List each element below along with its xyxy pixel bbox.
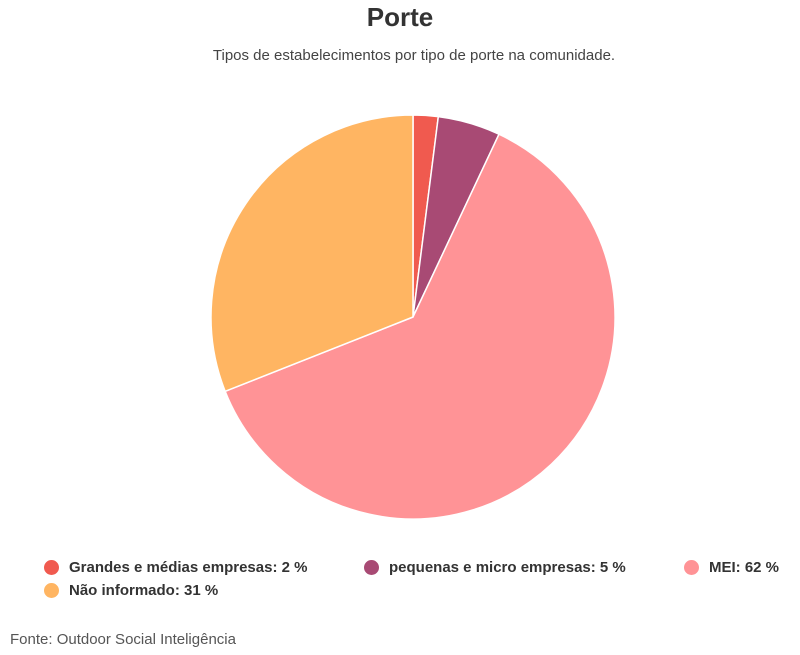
legend-item-pequenas-micro[interactable]: pequenas e micro empresas: 5 % — [364, 559, 626, 576]
legend-item-nao-informado[interactable]: Não informado: 31 % — [44, 582, 218, 599]
pie-slice-mei[interactable] — [224, 133, 616, 520]
legend-swatch — [684, 560, 699, 575]
legend-swatch — [364, 560, 379, 575]
pie-chart — [210, 114, 616, 520]
legend-label: Não informado: 31 % — [69, 582, 219, 599]
legend-item-grandes-medias[interactable]: Grandes e médias empresas: 2 % — [44, 559, 307, 576]
source-note: Fonte: Outdoor Social Inteligência — [10, 631, 236, 648]
chart-title: Porte — [366, 2, 434, 32]
legend-label: pequenas e micro empresas: 5 % — [389, 559, 626, 576]
pie-slice-nao-informado[interactable] — [210, 114, 414, 393]
legend-label: MEI: 62 % — [709, 559, 780, 576]
legend: Grandes e médias empresas: 2 % pequenas … — [44, 559, 794, 605]
legend-label: Grandes e médias empresas: 2 % — [69, 559, 308, 576]
legend-swatch — [44, 583, 59, 598]
legend-swatch — [44, 560, 59, 575]
legend-item-mei[interactable]: MEI: 62 % — [684, 559, 779, 576]
chart-subtitle: Tipos de estabelecimentos por tipo de po… — [212, 47, 616, 64]
